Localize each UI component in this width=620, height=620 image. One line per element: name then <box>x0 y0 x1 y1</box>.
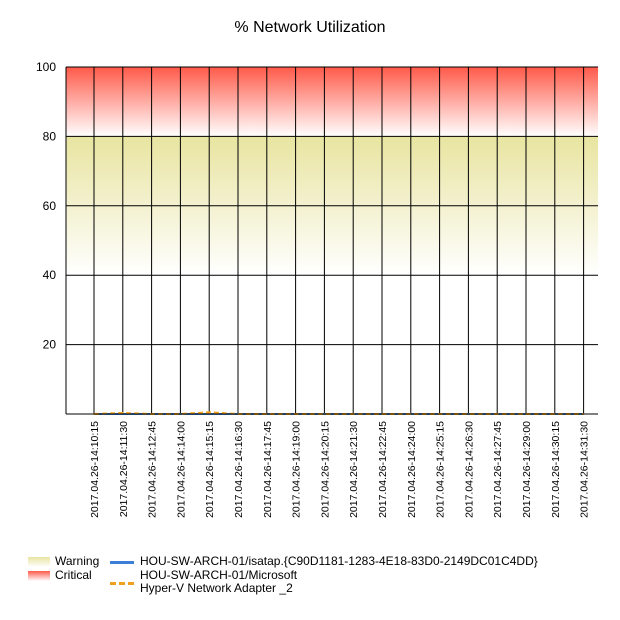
x-tick-label: 2017.04.26-14:12:45 <box>147 421 159 518</box>
x-tick-label: 2017.04.26-14:14:00 <box>175 421 187 518</box>
x-tick-label: 2017.04.26-14:22:45 <box>377 421 389 518</box>
y-tick-label: 40 <box>43 268 57 282</box>
x-tick-label: 2017.04.26-14:10:15 <box>89 421 101 518</box>
legend-item-series1: HOU-SW-ARCH-01/isatap.{C90D1181-1283-4E1… <box>110 555 538 568</box>
series-2-point <box>122 412 124 414</box>
legend-label-warning: Warning <box>55 554 100 568</box>
legend-label-series2-line2: Hyper-V Network Adapter _2 <box>140 581 293 595</box>
x-tick-label: 2017.04.26-14:15:15 <box>204 421 216 518</box>
x-tick-label: 2017.04.26-14:20:15 <box>319 421 331 518</box>
legend-label-critical: Critical <box>55 568 92 582</box>
x-tick-label: 2017.04.26-14:24:00 <box>406 421 418 518</box>
x-tick-label: 2017.04.26-14:11:30 <box>118 421 130 517</box>
x-tick-label: 2017.04.26-14:19:00 <box>291 421 303 518</box>
legend-item-series2: HOU-SW-ARCH-01/Microsoft Hyper-V Network… <box>110 569 297 595</box>
x-tick-label: 2017.04.26-14:31:30 <box>579 421 591 518</box>
legend-label-series1: HOU-SW-ARCH-01/isatap.{C90D1181-1283-4E1… <box>140 554 538 568</box>
x-tick-label: 2017.04.26-14:29:00 <box>521 421 533 518</box>
band-critical <box>66 67 598 137</box>
series1-line-swatch <box>110 561 134 564</box>
x-tick-label: 2017.04.26-14:21:30 <box>348 421 360 518</box>
legend-item-critical: Critical <box>28 569 92 582</box>
y-tick-label: 80 <box>43 129 57 143</box>
warning-swatch <box>28 557 50 567</box>
chart-title: % Network Utilization <box>234 19 386 36</box>
y-tick-label: 60 <box>43 199 57 213</box>
y-tick-label: 20 <box>43 338 57 352</box>
y-tick-label: 100 <box>36 60 56 74</box>
legend-label-series2-line1: HOU-SW-ARCH-01/Microsoft <box>140 568 298 582</box>
x-tick-label: 2017.04.26-14:25:15 <box>435 421 447 518</box>
x-tick-label: 2017.04.26-14:27:45 <box>492 421 504 518</box>
series2-line-swatch <box>110 582 134 585</box>
legend-item-warning: Warning <box>28 555 99 568</box>
series-2-point <box>208 411 210 414</box>
x-tick-label: 2017.04.26-14:17:45 <box>262 421 274 518</box>
x-tick-label: 2017.04.26-14:26:30 <box>463 421 475 518</box>
critical-swatch <box>28 571 50 581</box>
x-tick-label: 2017.04.26-14:16:30 <box>233 421 245 518</box>
x-tick-label: 2017.04.26-14:30:15 <box>550 421 562 518</box>
